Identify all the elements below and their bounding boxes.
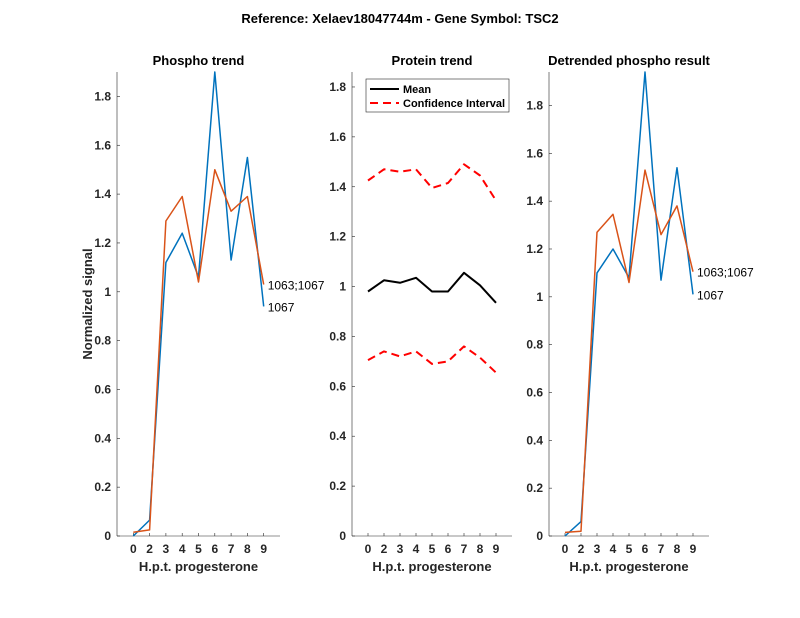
y-tick-label: 1.6	[329, 130, 346, 144]
panel-title: Detrended phospho result	[548, 53, 710, 68]
series-line-1	[564, 169, 694, 534]
y-tick-label: 0	[104, 529, 111, 543]
x-tick-label: 3	[397, 542, 404, 556]
x-tick-label: 0	[365, 542, 372, 556]
x-tick-label: 6	[642, 542, 649, 556]
y-tick-label: 0	[339, 529, 346, 543]
x-tick-label: 2	[381, 542, 388, 556]
series-end-label: 1063;1067	[268, 278, 325, 292]
panel-1: 00.20.40.60.811.21.41.61.80 2 3 4 5 6 7 8 9Phosp…	[80, 53, 325, 574]
y-tick-label: 0	[536, 529, 543, 543]
legend-label: Mean	[403, 84, 431, 96]
y-tick-label: 0.6	[329, 379, 346, 393]
x-tick-label: 8	[674, 542, 681, 556]
x-axis-label: H.p.t. progesterone	[569, 559, 688, 574]
y-tick-label: 1.6	[94, 138, 111, 152]
x-tick-label: 8	[477, 542, 484, 556]
x-tick-label: 2	[578, 542, 585, 556]
x-tick-label: 6	[445, 542, 452, 556]
legend-box	[365, 78, 510, 113]
x-tick-label: 9	[260, 542, 267, 556]
x-tick-label: 4	[179, 542, 186, 556]
x-tick-label: 0	[562, 542, 569, 556]
y-tick-label: 1.2	[526, 242, 543, 256]
x-tick-label: 0	[130, 542, 137, 556]
y-tick-label: 0.8	[94, 334, 111, 348]
panel-title: Phospho trend	[153, 53, 245, 68]
x-tick-label: 3	[594, 542, 601, 556]
y-tick-label: 1.4	[329, 180, 346, 194]
x-axis-label: H.p.t. progesterone	[139, 559, 258, 574]
y-tick-label: 1.8	[94, 89, 111, 103]
y-tick-label: 0.2	[329, 479, 346, 493]
series-end-label: 1067	[268, 300, 295, 314]
x-tick-label: 9	[493, 542, 500, 556]
y-tick-label: 0.4	[94, 431, 111, 445]
x-tick-label: 5	[626, 542, 633, 556]
legend-label: Confidence Interval	[403, 98, 505, 110]
y-tick-label: 0.4	[526, 433, 543, 447]
series-line-0	[367, 271, 497, 304]
y-tick-label: 1.2	[94, 236, 111, 250]
y-tick-label: 1	[104, 285, 111, 299]
x-tick-label: 4	[610, 542, 617, 556]
x-tick-label: 5	[195, 542, 202, 556]
y-tick-label: 1.4	[526, 194, 543, 208]
x-tick-label: 3	[163, 542, 170, 556]
x-tick-label: 2	[146, 542, 153, 556]
y-tick-label: 1	[339, 280, 346, 294]
x-axis-label: H.p.t. progesterone	[372, 559, 491, 574]
series-end-label: 1063;1067	[697, 266, 754, 280]
y-axis-label: Normalized signal	[80, 248, 95, 359]
x-tick-label: 9	[690, 542, 697, 556]
y-tick-label: 0.4	[329, 429, 346, 443]
series-end-label: 1067	[697, 288, 724, 302]
series-line-1	[133, 168, 265, 534]
x-tick-label: 6	[211, 542, 218, 556]
panel-3: 00.20.40.60.811.21.41.61.80 2 3 4 5 6 7 8 9Detre…	[526, 53, 754, 574]
x-tick-label: 5	[429, 542, 436, 556]
series-line-1	[367, 163, 497, 202]
x-tick-label: 7	[658, 542, 665, 556]
y-tick-label: 0.6	[526, 385, 543, 399]
y-tick-label: 0.6	[94, 382, 111, 396]
y-tick-label: 1.2	[329, 230, 346, 244]
legend: Mean Confidence Interval	[365, 78, 510, 113]
y-tick-label: 1.6	[526, 146, 543, 160]
y-tick-label: 1	[536, 290, 543, 304]
panel-title: Protein trend	[392, 53, 473, 68]
x-tick-label: 4	[413, 542, 420, 556]
y-tick-label: 0.8	[329, 329, 346, 343]
x-tick-label: 7	[461, 542, 468, 556]
x-tick-label: 7	[228, 542, 235, 556]
y-tick-label: 0.2	[526, 481, 543, 495]
y-tick-label: 0.2	[94, 480, 111, 494]
y-tick-label: 1.4	[94, 187, 111, 201]
panel-2: 00.20.40.60.811.21.41.61.80 2 3 4 5 6 7 8 9Prote…	[329, 53, 512, 574]
y-tick-label: 1.8	[526, 98, 543, 112]
x-tick-label: 8	[244, 542, 251, 556]
figure-title: Reference: Xelaev18047744m - Gene Symbol…	[241, 11, 558, 26]
y-tick-label: 0.8	[526, 338, 543, 352]
y-tick-label: 1.8	[329, 80, 346, 94]
series-line-2	[367, 345, 497, 374]
